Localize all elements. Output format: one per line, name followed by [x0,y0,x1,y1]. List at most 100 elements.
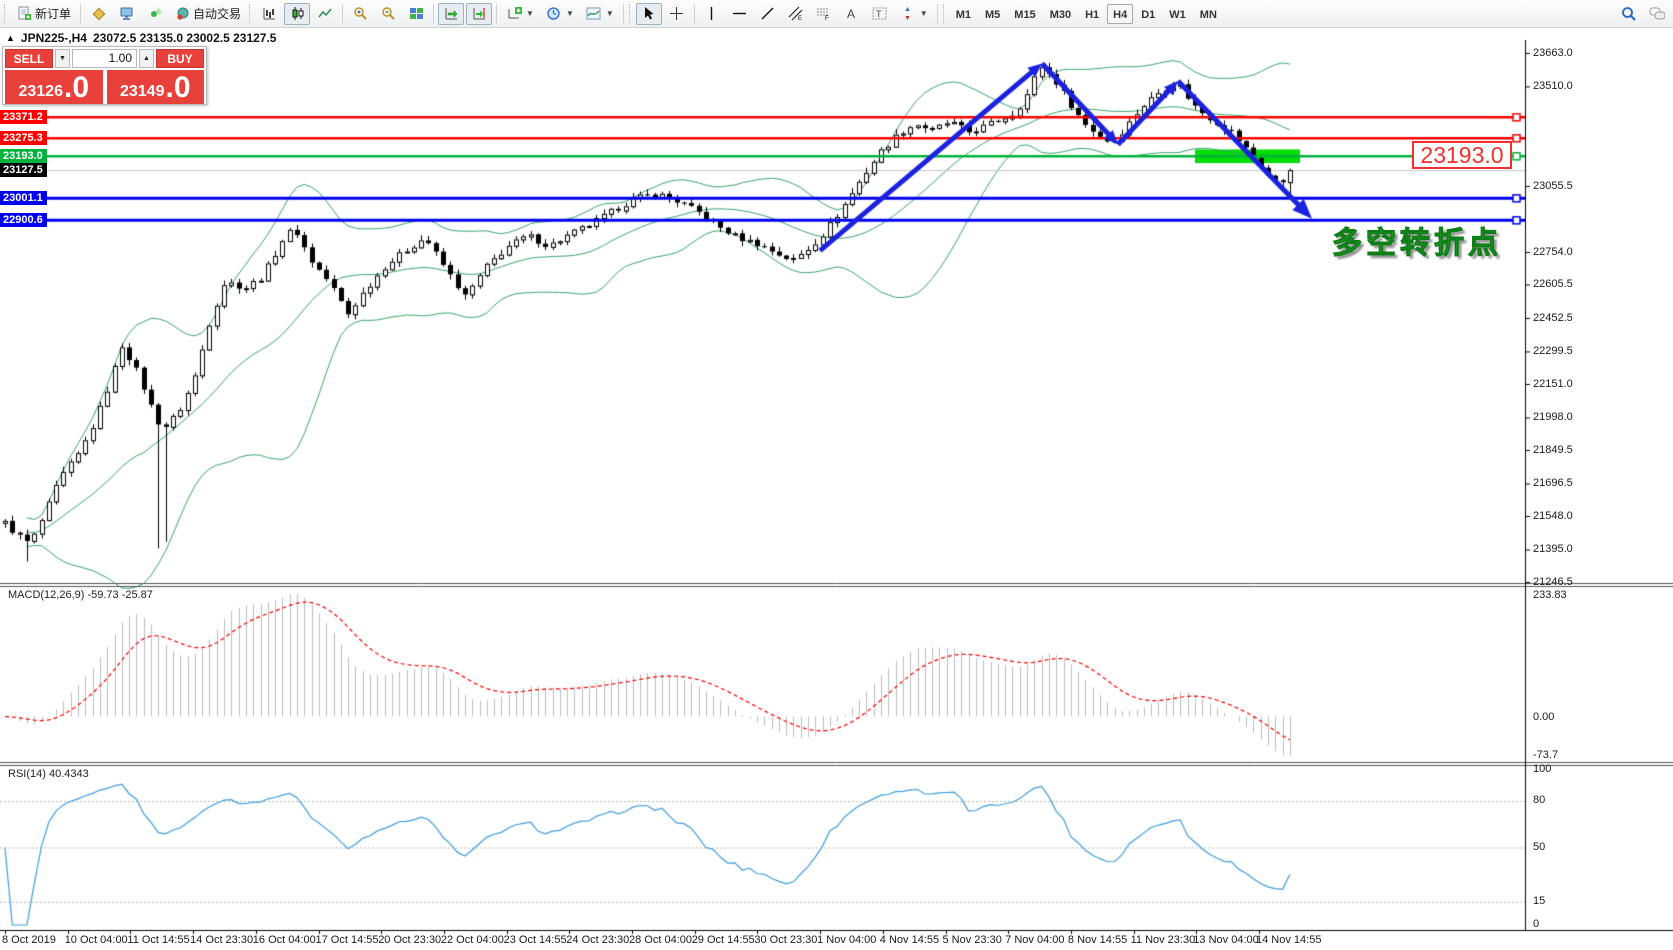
periods-button[interactable]: ▼ [541,3,579,25]
chart-shift-button[interactable] [466,2,493,25]
svg-text:E: E [798,16,802,21]
fibonacci-button[interactable]: F [811,3,837,25]
tf-m1-button[interactable]: M1 [955,8,971,21]
cursor-button[interactable] [635,2,662,25]
line-chart-icon [317,6,333,22]
turning-point-annotation[interactable]: 多空转折点 [1332,227,1502,261]
new-order-label: 新订单 [35,7,72,21]
toolbar-separator [342,3,344,24]
text-button[interactable]: A [839,3,865,25]
bar-chart-button[interactable] [256,3,282,25]
svg-text:F: F [825,16,829,21]
zoom-in-icon [352,6,368,22]
toolbar-separator [433,3,435,24]
vertical-line-icon [704,6,720,22]
trendline-icon [760,6,776,22]
tile-windows-icon [408,6,424,22]
new-order-icon [16,6,32,22]
text-icon: A [844,6,860,22]
market-watch-button[interactable] [85,3,111,25]
indicators-icon [586,6,602,22]
toolbar-separator [80,3,82,24]
dropdown-caret-icon: ▼ [605,9,614,18]
terminal-button[interactable] [113,3,139,25]
chart-ohlc-values: 23072.5 23135.0 23002.5 23127.5 [92,31,277,45]
toolbar-grip [4,3,8,24]
svg-text:T: T [876,9,882,19]
tf-m15-button[interactable]: M15 [1014,8,1036,21]
candlestick-icon [289,6,305,22]
toolbar-separator [496,3,498,24]
trendline-button[interactable] [755,3,781,25]
volume-increase-button[interactable]: ▲ [139,49,154,68]
toolbar-separator [936,3,938,24]
tf-h1-button[interactable]: H1 [1085,8,1100,21]
search-button[interactable] [1616,3,1642,25]
volume-decrease-button[interactable]: ▼ [55,49,70,68]
rsi-indicator-label: RSI(14) 40.4343 [8,768,89,780]
sell-price-frac: .0 [63,71,90,104]
candlestick-chart-button[interactable] [284,2,311,25]
buy-button[interactable]: BUY [156,49,204,68]
autotrade-label: 自动交易 [193,7,242,21]
new-chart-icon [506,6,522,22]
sell-price-main: 23126 [18,83,63,100]
crosshair-button[interactable] [664,3,690,25]
auto-scroll-icon [443,6,459,22]
svg-text:A: A [847,7,855,21]
arrows-button[interactable]: ▼ [895,3,933,25]
tile-windows-button[interactable] [403,3,429,25]
volume-input[interactable]: 1.00 [72,49,137,68]
sell-button[interactable]: SELL [5,49,53,68]
horizontal-line-icon [732,6,748,22]
arrows-icon [900,6,916,22]
toolbar-separator [622,3,624,24]
dropdown-caret-icon: ▼ [919,9,928,18]
zoom-in-button[interactable] [347,3,373,25]
equidistant-channel-icon: E [788,6,804,22]
chart-symbol-period: JPN225-,H4 [20,31,87,45]
collapse-arrow-icon[interactable]: ▲ [6,33,15,43]
chat-icon [1649,6,1665,22]
tf-d1-button[interactable]: D1 [1141,8,1156,21]
price-level-annotation-box[interactable]: 23193.0 [1412,141,1512,169]
one-click-trade-panel: SELL ▼ 1.00 ▲ BUY 23126 .0 23149 .0 [2,46,207,105]
tf-m5-button[interactable]: M5 [985,8,1001,21]
signals-button[interactable] [141,3,167,25]
new-chart-button[interactable]: ▼ [501,3,539,25]
bar-chart-icon [261,6,277,22]
horizontal-line-button[interactable] [727,3,753,25]
cursor-arrow-icon [641,6,657,22]
main-toolbar: 新订单 自动交易 [0,0,1673,28]
toolbar-separator [693,3,695,24]
chart-header: ▲ JPN225-,H4 23072.5 23135.0 23002.5 231… [6,31,276,45]
tf-mn-button[interactable]: MN [1199,8,1217,21]
toolbar-grip [249,3,253,24]
dropdown-caret-icon: ▼ [565,9,574,18]
sell-price-display[interactable]: 23126 .0 [5,70,103,104]
macd-indicator-label: MACD(12,26,9) -59.73 -25.87 [8,589,153,601]
dropdown-caret-icon: ▼ [526,9,534,18]
chat-button[interactable] [1644,3,1670,25]
buy-price-frac: .0 [165,71,191,104]
autotrade-button[interactable]: 自动交易 [169,3,246,25]
channel-button[interactable]: E [783,3,809,25]
indicators-button[interactable]: ▼ [581,3,619,25]
fibonacci-icon: F [816,6,832,22]
tf-w1-button[interactable]: W1 [1169,8,1186,21]
signal-icon [146,6,162,22]
autotrade-icon [174,6,190,22]
toolbar-grip [942,3,947,24]
buy-price-display[interactable]: 23149 .0 [106,70,204,104]
tf-h4-button[interactable]: H4 [1107,3,1134,24]
auto-scroll-button[interactable] [438,2,465,25]
new-order-button[interactable]: 新订单 [11,3,76,25]
buy-price-main: 23149 [119,83,165,100]
vertical-line-button[interactable] [699,3,725,25]
line-chart-button[interactable] [312,3,338,25]
zoom-out-button[interactable] [375,3,401,25]
text-label-button[interactable]: T [867,3,893,25]
tf-m30-button[interactable]: M30 [1049,8,1072,21]
